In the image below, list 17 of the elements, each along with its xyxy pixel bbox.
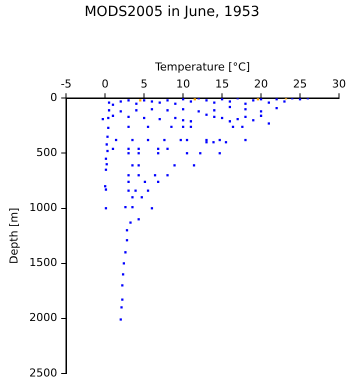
y-tick-label: 0: [50, 91, 58, 104]
y-tick-label: 2000: [29, 311, 58, 324]
x-tick-label: 0: [102, 77, 109, 90]
x-tick-label: 5: [140, 77, 148, 90]
chart-title: MODS2005 in June, 1953: [84, 4, 260, 20]
x-tick-label: 10: [176, 77, 190, 90]
x-tick-label: 25: [293, 77, 308, 90]
x-axis-title: Temperature [°C]: [154, 60, 250, 74]
y-tick-label: 2500: [29, 366, 58, 380]
x-tick-label: 30: [332, 77, 346, 90]
x-tick-label: 15: [215, 77, 230, 90]
y-tick-label: 1000: [29, 201, 58, 214]
y-axis-title: Depth [m]: [7, 208, 20, 264]
y-tick-label: 500: [36, 146, 58, 160]
x-tick-label: 20: [254, 77, 268, 90]
x-tick-label: -5: [60, 77, 72, 90]
y-tick-label: 1500: [29, 256, 58, 270]
